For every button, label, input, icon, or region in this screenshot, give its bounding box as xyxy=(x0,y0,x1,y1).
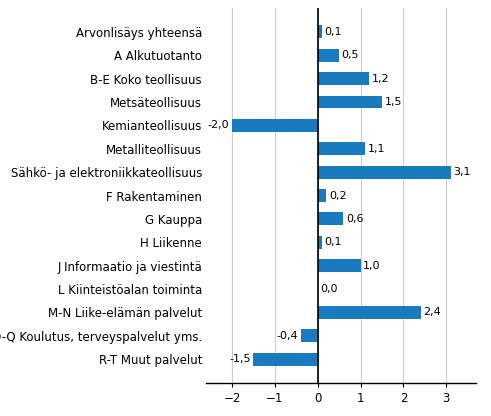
Text: 0,6: 0,6 xyxy=(346,214,363,224)
Bar xyxy=(318,306,421,319)
Text: 1,1: 1,1 xyxy=(367,144,385,154)
Bar xyxy=(300,329,318,342)
Bar xyxy=(232,119,318,132)
Text: 0,1: 0,1 xyxy=(325,27,342,37)
Text: 3,1: 3,1 xyxy=(453,167,470,177)
Bar xyxy=(253,353,318,366)
Bar xyxy=(318,189,326,202)
Text: -0,4: -0,4 xyxy=(276,331,298,341)
Bar xyxy=(318,96,382,109)
Text: 1,2: 1,2 xyxy=(372,74,389,84)
Text: 1,0: 1,0 xyxy=(363,261,381,271)
Bar xyxy=(318,72,369,85)
Text: 0,5: 0,5 xyxy=(342,50,359,60)
Bar xyxy=(318,142,365,155)
Text: 0,0: 0,0 xyxy=(320,284,338,294)
Bar xyxy=(318,49,339,62)
Bar xyxy=(318,166,451,178)
Bar xyxy=(318,259,360,272)
Bar xyxy=(318,236,322,249)
Bar xyxy=(318,213,343,225)
Text: -1,5: -1,5 xyxy=(229,354,251,364)
Text: 2,4: 2,4 xyxy=(423,307,441,317)
Text: 0,2: 0,2 xyxy=(329,191,347,201)
Text: 0,1: 0,1 xyxy=(325,237,342,247)
Text: 1,5: 1,5 xyxy=(384,97,402,107)
Bar xyxy=(318,25,322,38)
Text: -2,0: -2,0 xyxy=(208,120,229,130)
